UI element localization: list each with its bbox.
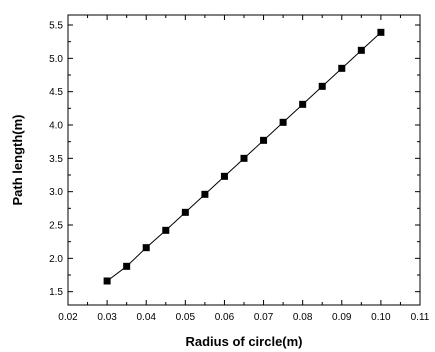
y-axis-ticks — [68, 24, 420, 293]
data-point-marker — [357, 46, 365, 54]
x-tick-label: 0.02 — [58, 312, 78, 323]
y-tick-label: 1.5 — [49, 287, 63, 298]
x-axis-ticks — [67, 15, 421, 305]
y-tick-label: 2.5 — [49, 221, 63, 232]
x-tick-label: 0.05 — [176, 312, 196, 323]
y-tick-label: 4.0 — [49, 121, 63, 132]
data-point-marker — [103, 277, 111, 285]
y-tick-label: 4.5 — [49, 87, 63, 98]
y-axis-title: Path length(m) — [10, 115, 25, 206]
data-point-marker — [299, 100, 307, 108]
y-tick-label: 3.0 — [49, 187, 63, 198]
x-tick-label: 0.07 — [254, 312, 274, 323]
data-point-marker — [279, 118, 287, 126]
data-point-marker — [201, 190, 209, 198]
x-tick-label: 0.09 — [332, 312, 352, 323]
data-point-marker — [240, 154, 248, 162]
data-point-marker — [162, 226, 170, 234]
x-tick-label: 0.11 — [411, 312, 430, 323]
y-axis-tick-labels: 1.5 2.0 2.5 3.0 3.5 4.0 4.5 5.0 5.5 — [49, 21, 63, 299]
x-tick-label: 0.10 — [371, 312, 391, 323]
data-point-marker — [260, 136, 268, 144]
data-point-marker — [123, 262, 131, 270]
data-point-marker — [377, 28, 385, 36]
y-tick-label: 5.5 — [49, 21, 63, 32]
x-tick-label: 0.04 — [136, 312, 156, 323]
y-tick-label: 2.0 — [49, 254, 63, 265]
y-tick-label: 3.5 — [49, 154, 63, 165]
data-point-marker — [181, 208, 189, 216]
data-point-marker — [220, 172, 228, 180]
x-axis-title: Radius of circle(m) — [185, 334, 302, 349]
x-tick-label: 0.08 — [293, 312, 313, 323]
x-tick-label: 0.03 — [97, 312, 117, 323]
plot-area: 0.02 0.03 0.04 0.05 0.06 0.07 0.08 0.09 0.10 0.11… — [49, 14, 430, 323]
x-axis-tick-labels: 0.02 0.03 0.04 0.05 0.06 0.07 0.08 0.09 0.10 0.11 — [58, 312, 430, 323]
data-point-marker — [318, 82, 326, 90]
data-point-marker — [338, 64, 346, 72]
y-tick-label: 5.0 — [49, 54, 63, 65]
series-layer — [103, 28, 385, 285]
data-point-marker — [142, 244, 150, 252]
x-tick-label: 0.06 — [215, 312, 235, 323]
